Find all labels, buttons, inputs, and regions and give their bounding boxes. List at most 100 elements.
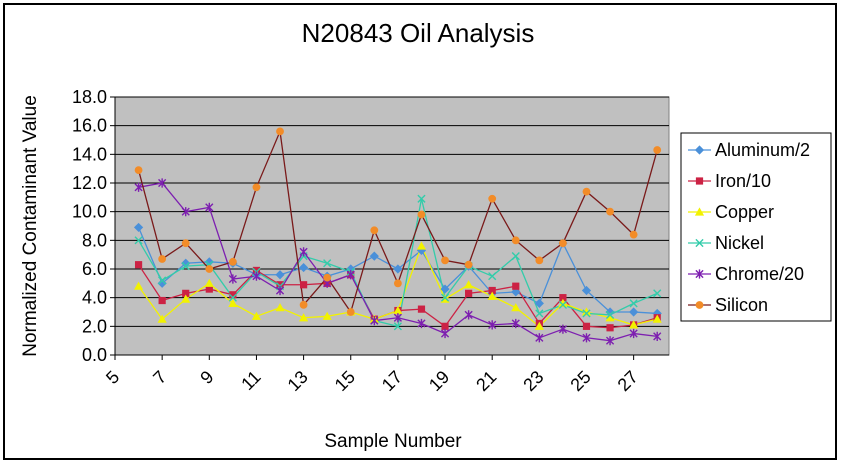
data-point-aluminum-2: [393, 264, 403, 274]
y-tick-label: 2.0: [82, 316, 107, 336]
data-point-silicon: [488, 194, 497, 203]
data-point-aluminum-2: [652, 308, 662, 319]
data-point-silicon: [393, 279, 402, 288]
data-point-copper: [157, 314, 167, 323]
data-point-copper: [487, 291, 497, 300]
legend-marker-silicon: [695, 301, 704, 309]
x-axis-title: Sample Number: [324, 431, 462, 452]
data-point-silicon: [653, 146, 662, 154]
data-point-nickel: [511, 252, 520, 261]
data-point-aluminum-2: [181, 258, 191, 268]
data-point-chrome-20: [558, 324, 568, 334]
data-point-silicon: [299, 300, 308, 309]
data-point-iron-10: [134, 261, 143, 269]
data-point-silicon: [606, 207, 614, 216]
series-markers: [133, 127, 662, 346]
data-point-nickel: [323, 259, 332, 268]
data-point-chrome-20: [393, 313, 402, 323]
data-point-copper: [393, 305, 403, 315]
data-point-chrome-20: [181, 207, 190, 217]
data-point-chrome-20: [299, 247, 308, 257]
data-point-silicon: [228, 257, 237, 266]
data-point-silicon: [252, 183, 261, 192]
data-point-silicon: [370, 226, 379, 235]
data-point-nickel: [582, 309, 591, 318]
data-point-nickel: [558, 300, 568, 309]
data-point-chrome-20: [346, 270, 355, 280]
data-point-silicon: [323, 273, 332, 282]
data-point-chrome-20: [464, 310, 473, 320]
data-point-iron-10: [182, 289, 190, 297]
plot-area: [114, 96, 670, 356]
data-point-chrome-20: [158, 178, 167, 188]
data-point-chrome-20: [370, 316, 379, 326]
data-point-iron-10: [229, 291, 237, 299]
y-tick-label: 0.0: [82, 345, 107, 365]
data-point-chrome-20: [275, 285, 285, 296]
data-point-chrome-20: [511, 318, 520, 329]
y-tick-label: 10.0: [72, 202, 107, 222]
data-point-silicon: [582, 187, 591, 196]
data-point-chrome-20: [653, 331, 662, 341]
data-point-nickel: [629, 299, 638, 308]
x-tick-label: 7: [149, 367, 170, 388]
data-point-chrome-20: [252, 271, 261, 281]
data-point-iron-10: [465, 289, 473, 297]
legend-marker-aluminum-2: [694, 145, 705, 155]
data-point-copper: [228, 298, 238, 307]
data-point-aluminum-2: [605, 307, 615, 317]
data-point-nickel: [228, 293, 237, 302]
data-point-silicon: [464, 260, 473, 269]
data-point-copper: [534, 321, 544, 330]
data-point-chrome-20: [582, 333, 591, 343]
y-tick-label: 12.0: [72, 173, 107, 193]
data-point-silicon: [441, 256, 449, 265]
data-point-aluminum-2: [298, 262, 309, 273]
data-point-copper: [464, 280, 474, 289]
data-point-aluminum-2: [629, 307, 639, 317]
legend-marker-nickel: [695, 238, 704, 248]
data-point-iron-10: [417, 305, 426, 313]
data-point-aluminum-2: [157, 278, 167, 288]
y-tick-label: 18.0: [72, 87, 107, 107]
data-point-iron-10: [158, 296, 166, 305]
data-point-nickel: [535, 309, 544, 318]
gridlines: [115, 96, 669, 327]
data-point-iron-10: [441, 322, 449, 330]
x-tick-label: 25: [566, 367, 594, 395]
data-point-copper: [251, 311, 262, 320]
y-tick-label: 16.0: [72, 116, 107, 136]
data-point-copper: [322, 311, 332, 320]
y-axis-ticks: 0.0 2.0 4.0 6.0 8.0 10.0 12.0 14.0 16.0 18.0: [72, 87, 116, 365]
data-point-silicon: [158, 255, 167, 263]
data-point-aluminum-2: [581, 285, 592, 296]
x-tick-label: 17: [378, 367, 406, 395]
data-point-silicon: [205, 265, 214, 273]
x-tick-label: 15: [331, 367, 359, 395]
data-point-nickel: [488, 272, 497, 281]
legend-label-iron-10: Iron/10: [715, 171, 771, 191]
y-axis-title: Normalized Contaminant Value: [20, 95, 41, 357]
x-axis-ticks: 5 7 9 11 13 15 17 19 21 23 25 27: [102, 354, 669, 395]
legend: Aluminum/2 Iron/10 Copper Nickel Chrome/20 Si…: [680, 132, 832, 322]
data-point-copper: [652, 314, 662, 323]
data-point-chrome-20: [205, 202, 214, 212]
data-point-copper: [133, 281, 144, 290]
legend-box: [680, 132, 832, 322]
data-point-iron-10: [276, 281, 284, 289]
data-point-aluminum-2: [440, 284, 450, 294]
data-point-iron-10: [488, 286, 496, 295]
data-point-silicon: [559, 239, 567, 248]
data-point-iron-10: [252, 266, 261, 275]
legend-marker-chrome-20: [695, 269, 704, 279]
data-point-copper: [298, 313, 309, 322]
data-point-chrome-20: [535, 333, 544, 343]
data-point-copper: [558, 298, 568, 307]
data-point-nickel: [417, 194, 426, 203]
x-tick-label: 9: [196, 367, 217, 388]
data-point-nickel: [605, 310, 615, 319]
legend-label-silicon: Silicon: [715, 295, 768, 315]
data-point-nickel: [393, 322, 402, 331]
data-point-aluminum-2: [275, 270, 285, 280]
data-point-aluminum-2: [534, 298, 544, 308]
